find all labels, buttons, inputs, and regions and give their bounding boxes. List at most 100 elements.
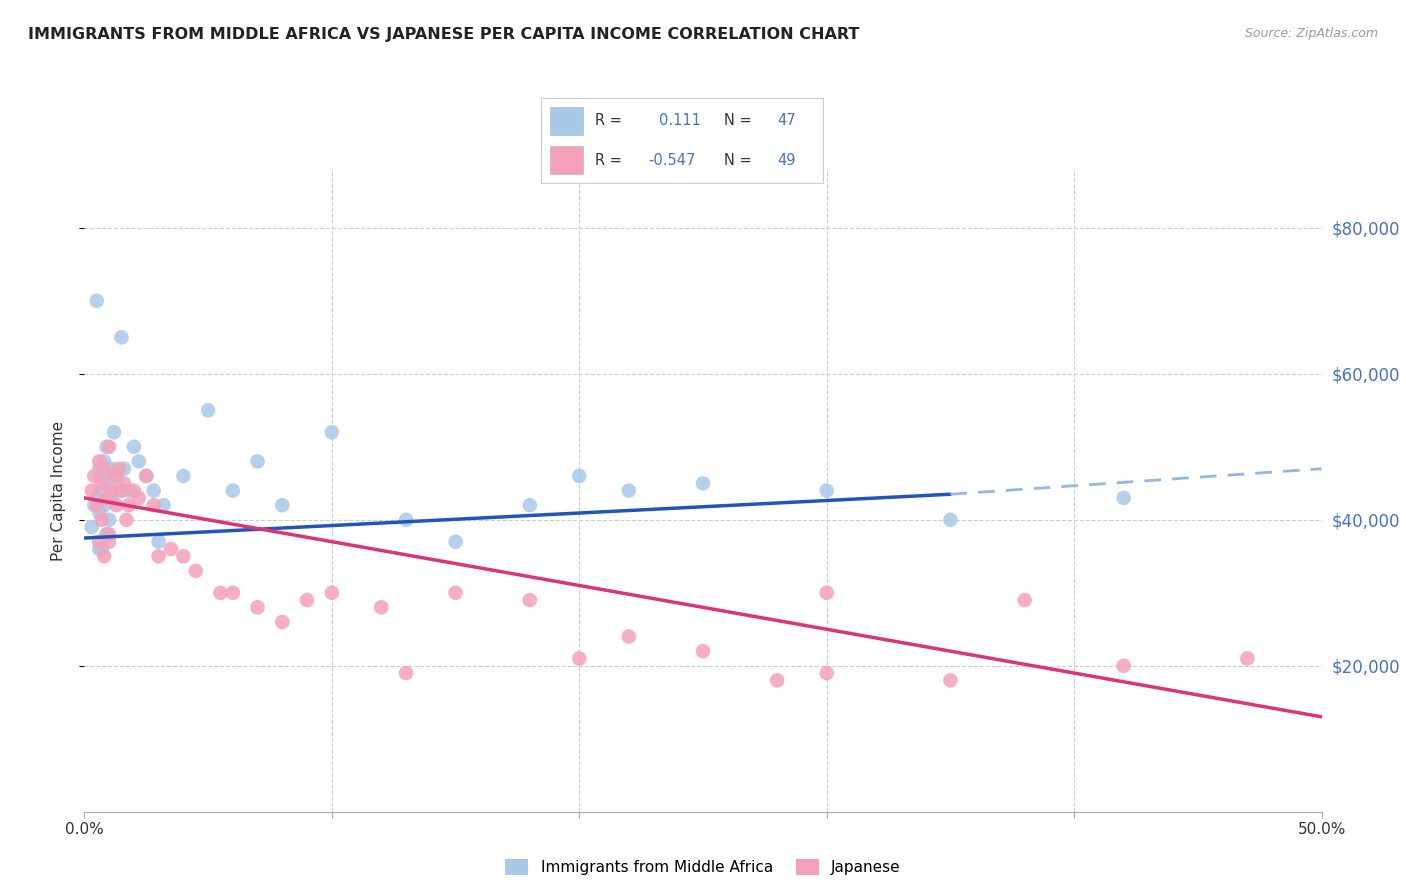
Point (93, 549, 115, 564)
Point (100, 461, 122, 475)
Point (692, 644, 714, 658)
Text: N =: N = (724, 113, 752, 128)
FancyBboxPatch shape (550, 146, 583, 175)
Point (939, 673, 962, 688)
Point (105, 469, 128, 483)
Text: N =: N = (724, 153, 752, 168)
Point (197, 403, 219, 417)
Point (98, 513, 121, 527)
Point (148, 534, 170, 549)
Point (86, 491, 108, 505)
Text: Source: ZipAtlas.com: Source: ZipAtlas.com (1244, 27, 1378, 40)
Point (1112, 491, 1135, 505)
Point (815, 483, 838, 498)
Point (135, 469, 157, 483)
Point (184, 564, 207, 578)
Point (519, 498, 541, 512)
Point (617, 483, 640, 498)
Point (222, 586, 245, 600)
Point (96, 491, 118, 505)
Point (89, 541, 111, 556)
Point (370, 600, 392, 615)
Point (148, 549, 170, 564)
Point (112, 461, 135, 475)
Point (89, 506, 111, 520)
Point (105, 498, 128, 512)
Point (692, 476, 714, 491)
Point (93, 461, 115, 475)
Point (271, 498, 294, 512)
Point (80, 520, 103, 534)
Point (1014, 593, 1036, 607)
Text: R =: R = (595, 153, 621, 168)
Point (80, 483, 103, 498)
Point (96, 527, 118, 541)
Point (90, 513, 112, 527)
Point (118, 498, 141, 512)
Point (115, 513, 138, 527)
Text: 0.111: 0.111 (659, 113, 702, 128)
Text: 47: 47 (778, 113, 796, 128)
Point (519, 593, 541, 607)
Point (100, 483, 122, 498)
Point (122, 483, 145, 498)
Point (103, 425, 125, 440)
Point (128, 454, 150, 468)
Point (89, 461, 111, 475)
Point (98, 534, 121, 549)
Point (103, 469, 125, 483)
Point (321, 425, 343, 440)
Point (1236, 651, 1258, 665)
Point (395, 513, 418, 527)
Point (89, 534, 111, 549)
Point (93, 498, 115, 512)
Point (118, 483, 141, 498)
Point (209, 586, 232, 600)
Point (142, 498, 165, 512)
Point (93, 454, 115, 468)
Point (222, 483, 245, 498)
Point (142, 483, 165, 498)
Point (90, 483, 112, 498)
Point (246, 600, 269, 615)
Legend: Immigrants from Middle Africa, Japanese: Immigrants from Middle Africa, Japanese (499, 853, 907, 881)
Text: IMMIGRANTS FROM MIDDLE AFRICA VS JAPANESE PER CAPITA INCOME CORRELATION CHART: IMMIGRANTS FROM MIDDLE AFRICA VS JAPANES… (28, 27, 859, 42)
Point (321, 586, 343, 600)
Point (90, 541, 112, 556)
Point (122, 440, 145, 454)
Point (100, 491, 122, 505)
Point (90, 469, 112, 483)
Point (568, 651, 591, 665)
Point (1112, 658, 1135, 673)
Point (96, 440, 118, 454)
Point (939, 513, 962, 527)
Point (295, 593, 318, 607)
Point (83, 469, 105, 483)
Point (135, 469, 157, 483)
Point (444, 586, 467, 600)
Text: -0.547: -0.547 (648, 153, 696, 168)
Point (96, 527, 118, 541)
Point (128, 491, 150, 505)
Point (444, 534, 467, 549)
Y-axis label: Per Capita Income: Per Capita Income (51, 420, 66, 561)
Point (766, 673, 789, 688)
Point (86, 498, 108, 512)
Point (246, 454, 269, 468)
Point (110, 483, 132, 498)
Point (108, 483, 131, 498)
Point (110, 483, 132, 498)
Point (172, 469, 194, 483)
Point (815, 586, 838, 600)
FancyBboxPatch shape (550, 107, 583, 135)
Point (89, 454, 111, 468)
Text: R =: R = (595, 113, 621, 128)
Point (112, 476, 135, 491)
Point (98, 527, 121, 541)
Point (90, 476, 112, 491)
Text: 49: 49 (778, 153, 796, 168)
Point (83, 498, 105, 512)
Point (160, 541, 183, 556)
Point (110, 330, 132, 344)
Point (395, 666, 418, 681)
